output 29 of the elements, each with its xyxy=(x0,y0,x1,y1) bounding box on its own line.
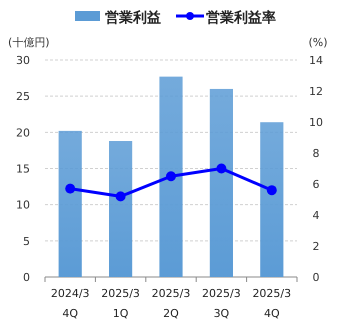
legend-label: 営業利益 xyxy=(105,10,161,26)
y-axis-title: (十億円) xyxy=(8,36,50,49)
y-tick-label: 15 xyxy=(16,162,30,176)
y-tick-label: 25 xyxy=(16,90,30,104)
y2-axis-title: (%) xyxy=(308,36,328,49)
point xyxy=(216,164,226,174)
y2-tick-label: 4 xyxy=(312,209,320,222)
x-tick-label: 2025/3 2Q xyxy=(152,287,190,320)
y2-tick-label: 12 xyxy=(309,85,323,98)
y2-tick-label: 14 xyxy=(309,54,323,67)
legend-label: 営業利益率 xyxy=(206,9,276,26)
x-tick-label: 2025/3 4Q xyxy=(252,287,292,320)
y-tick-label: 20 xyxy=(16,126,30,140)
point xyxy=(266,185,277,196)
y2-tick-label: 2 xyxy=(312,240,320,253)
y2-tick-label: 10 xyxy=(309,116,323,129)
y-tick-label: 30 xyxy=(16,54,30,67)
y-tick-label: 5 xyxy=(23,234,30,248)
x-tick-label: 2025/3 1Q xyxy=(101,287,140,320)
y2-tick-label: 6 xyxy=(312,178,320,191)
point xyxy=(116,191,126,202)
y-tick-label: 10 xyxy=(16,198,30,212)
x-tick-label: 2025/3 3Q xyxy=(202,287,241,320)
y2-tick-label: 0 xyxy=(312,271,320,284)
y2-tick-label: 8 xyxy=(312,147,320,160)
point xyxy=(65,184,76,194)
point xyxy=(166,171,176,182)
y-tick-label: 0 xyxy=(23,271,30,284)
x-tick-label: 2024/3 4Q xyxy=(50,287,90,320)
